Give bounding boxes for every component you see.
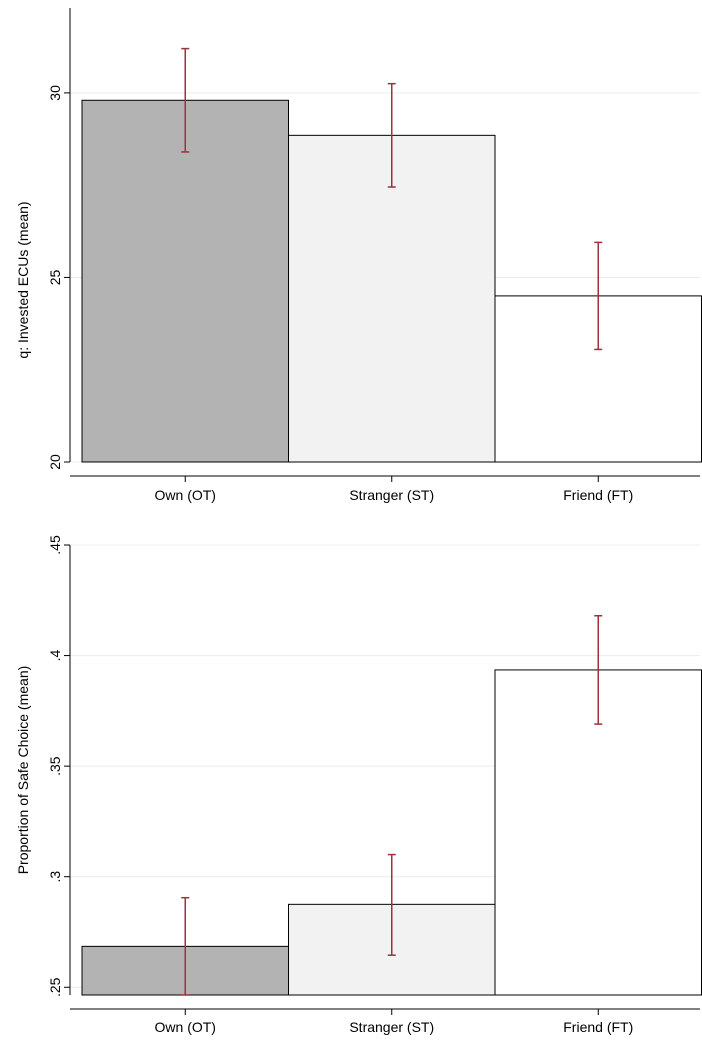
error-bar-2 bbox=[387, 853, 396, 956]
y-tick-label: .4 bbox=[47, 650, 63, 662]
y-axis-label: q: Invested ECUs (mean) bbox=[15, 201, 31, 358]
error-bar-3 bbox=[594, 615, 603, 725]
x-tick-label: Friend (FT) bbox=[563, 487, 633, 503]
y-tick-label: .3 bbox=[47, 871, 63, 883]
invested-ecus-chart: 20 25 30 Own (OT) Stranger (ST) Friend (FT) q:… bbox=[15, 8, 702, 503]
error-bar-2 bbox=[387, 82, 396, 188]
error-bar-1 bbox=[181, 47, 190, 153]
error-bar-3 bbox=[594, 241, 603, 351]
bar-1 bbox=[81, 99, 289, 463]
y-tick-label: 25 bbox=[47, 269, 63, 285]
x-tick-label: Friend (FT) bbox=[563, 1019, 633, 1035]
x-tick-label: Own (OT) bbox=[155, 487, 216, 503]
error-bar-1 bbox=[181, 896, 190, 996]
safe-choice-chart: .25 .3 .35 .4 .45 Own (OT) Stranger (ST) Friend… bbox=[15, 535, 702, 1035]
y-tick-label: .35 bbox=[47, 756, 63, 776]
y-tick-label: .25 bbox=[47, 977, 63, 997]
y-tick-label: 30 bbox=[47, 85, 63, 101]
bar-2 bbox=[288, 134, 496, 463]
y-axis-label: Proportion of Safe Choice (mean) bbox=[15, 666, 31, 875]
x-tick-label: Stranger (ST) bbox=[349, 1019, 434, 1035]
x-tick-label: Own (OT) bbox=[155, 1019, 216, 1035]
y-tick-label: .45 bbox=[47, 535, 63, 555]
y-tick-label: 20 bbox=[47, 454, 63, 470]
x-tick-label: Stranger (ST) bbox=[349, 487, 434, 503]
